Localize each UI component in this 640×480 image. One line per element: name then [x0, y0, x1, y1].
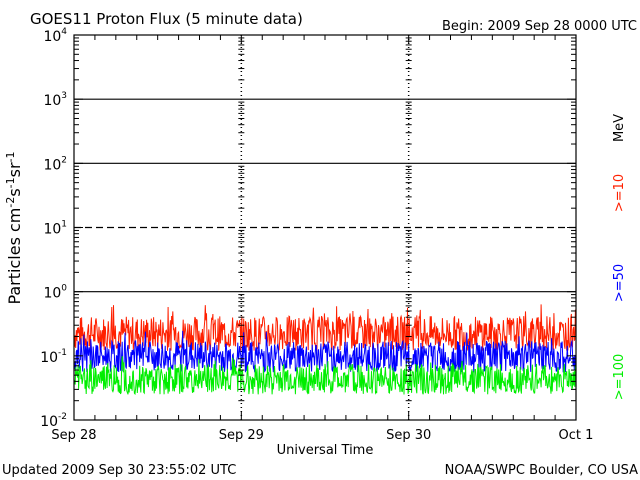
y-axis-label: Particles cm-2s-1sr-1	[4, 151, 25, 304]
chart-title: GOES11 Proton Flux (5 minute data)	[30, 10, 303, 28]
y-tick-label: 102	[43, 155, 67, 173]
x-axis-label: Universal Time	[277, 443, 374, 458]
x-tick-label: Sep 28	[51, 428, 96, 443]
x-tick-label: Sep 29	[219, 428, 264, 443]
y-tick-label: 104	[43, 27, 67, 45]
x-tick-label: Oct 1	[559, 428, 594, 443]
series-line	[73, 330, 577, 374]
legend-unit: MeV	[612, 114, 627, 142]
y-tick-label: 10-2	[40, 412, 67, 430]
y-tick-label: 101	[43, 220, 67, 238]
legend: MeV >=10 >=50 >=100	[612, 114, 627, 400]
y-tick-labels: 104 103 102 101 100 10-1 10-2	[40, 27, 67, 430]
begin-date: Begin: 2009 Sep 28 0000 UTC	[442, 19, 637, 34]
y-tick-label: 100	[43, 284, 67, 302]
y-tick-label: 10-1	[40, 348, 67, 366]
x-tick-labels: Sep 28 Sep 29 Sep 30 Oct 1	[51, 428, 593, 443]
footer-updated: Updated 2009 Sep 30 23:55:02 UTC	[2, 463, 236, 478]
series-layer	[73, 304, 577, 396]
legend-entry: >=50	[612, 264, 627, 302]
series-line	[73, 356, 577, 396]
x-tick-label: Sep 30	[386, 428, 431, 443]
legend-entry: >=10	[612, 174, 627, 212]
legend-entry: >=100	[612, 354, 627, 401]
footer-source: NOAA/SWPC Boulder, CO USA	[445, 463, 638, 478]
y-tick-label: 103	[43, 91, 67, 109]
